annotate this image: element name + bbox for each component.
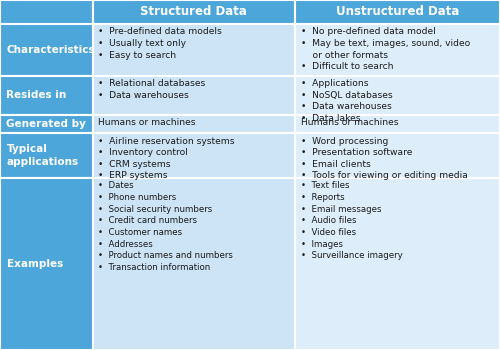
Text: Characteristics: Characteristics — [6, 45, 95, 55]
Text: •  Pre-defined data models
•  Usually text only
•  Easy to search: • Pre-defined data models • Usually text… — [98, 27, 222, 60]
Bar — [92, 115, 295, 133]
Bar — [92, 133, 295, 178]
Text: •  Airline reservation systems
•  Inventory control
•  CRM systems
•  ERP system: • Airline reservation systems • Inventor… — [98, 136, 235, 181]
Bar — [0, 0, 92, 24]
Text: Typical
applications: Typical applications — [6, 144, 78, 167]
Text: Generated by: Generated by — [6, 119, 86, 129]
Bar — [0, 115, 92, 133]
Text: Unstructured Data: Unstructured Data — [336, 5, 459, 19]
Bar — [295, 133, 500, 178]
Bar — [295, 0, 500, 24]
Text: •  Dates
•  Phone numbers
•  Social security numbers
•  Credit card numbers
•  C: • Dates • Phone numbers • Social securit… — [98, 181, 234, 272]
Bar — [0, 76, 92, 115]
Bar — [295, 115, 500, 133]
Text: Humans or machines: Humans or machines — [98, 118, 196, 127]
Text: Structured Data: Structured Data — [140, 5, 247, 19]
Bar — [295, 178, 500, 350]
Bar — [0, 178, 92, 350]
Bar — [92, 76, 295, 115]
Bar — [0, 133, 92, 178]
Bar — [92, 0, 295, 24]
Bar — [92, 24, 295, 76]
Text: Examples: Examples — [6, 259, 63, 269]
Text: •  Relational databases
•  Data warehouses: • Relational databases • Data warehouses — [98, 79, 206, 100]
Bar — [92, 178, 295, 350]
Text: •  No pre-defined data model
•  May be text, images, sound, video
    or other f: • No pre-defined data model • May be tex… — [301, 27, 470, 71]
Text: •  Text files
•  Reports
•  Email messages
•  Audio files
•  Video files
•  Imag: • Text files • Reports • Email messages … — [301, 181, 403, 260]
Bar — [295, 76, 500, 115]
Text: •  Word processing
•  Presentation software
•  Email clients
•  Tools for viewin: • Word processing • Presentation softwar… — [301, 136, 468, 181]
Bar — [0, 24, 92, 76]
Text: Resides in: Resides in — [6, 90, 67, 100]
Bar — [295, 24, 500, 76]
Text: •  Applications
•  NoSQL databases
•  Data warehouses
•  Data lakes: • Applications • NoSQL databases • Data … — [301, 79, 392, 123]
Text: Humans or machines: Humans or machines — [301, 118, 398, 127]
